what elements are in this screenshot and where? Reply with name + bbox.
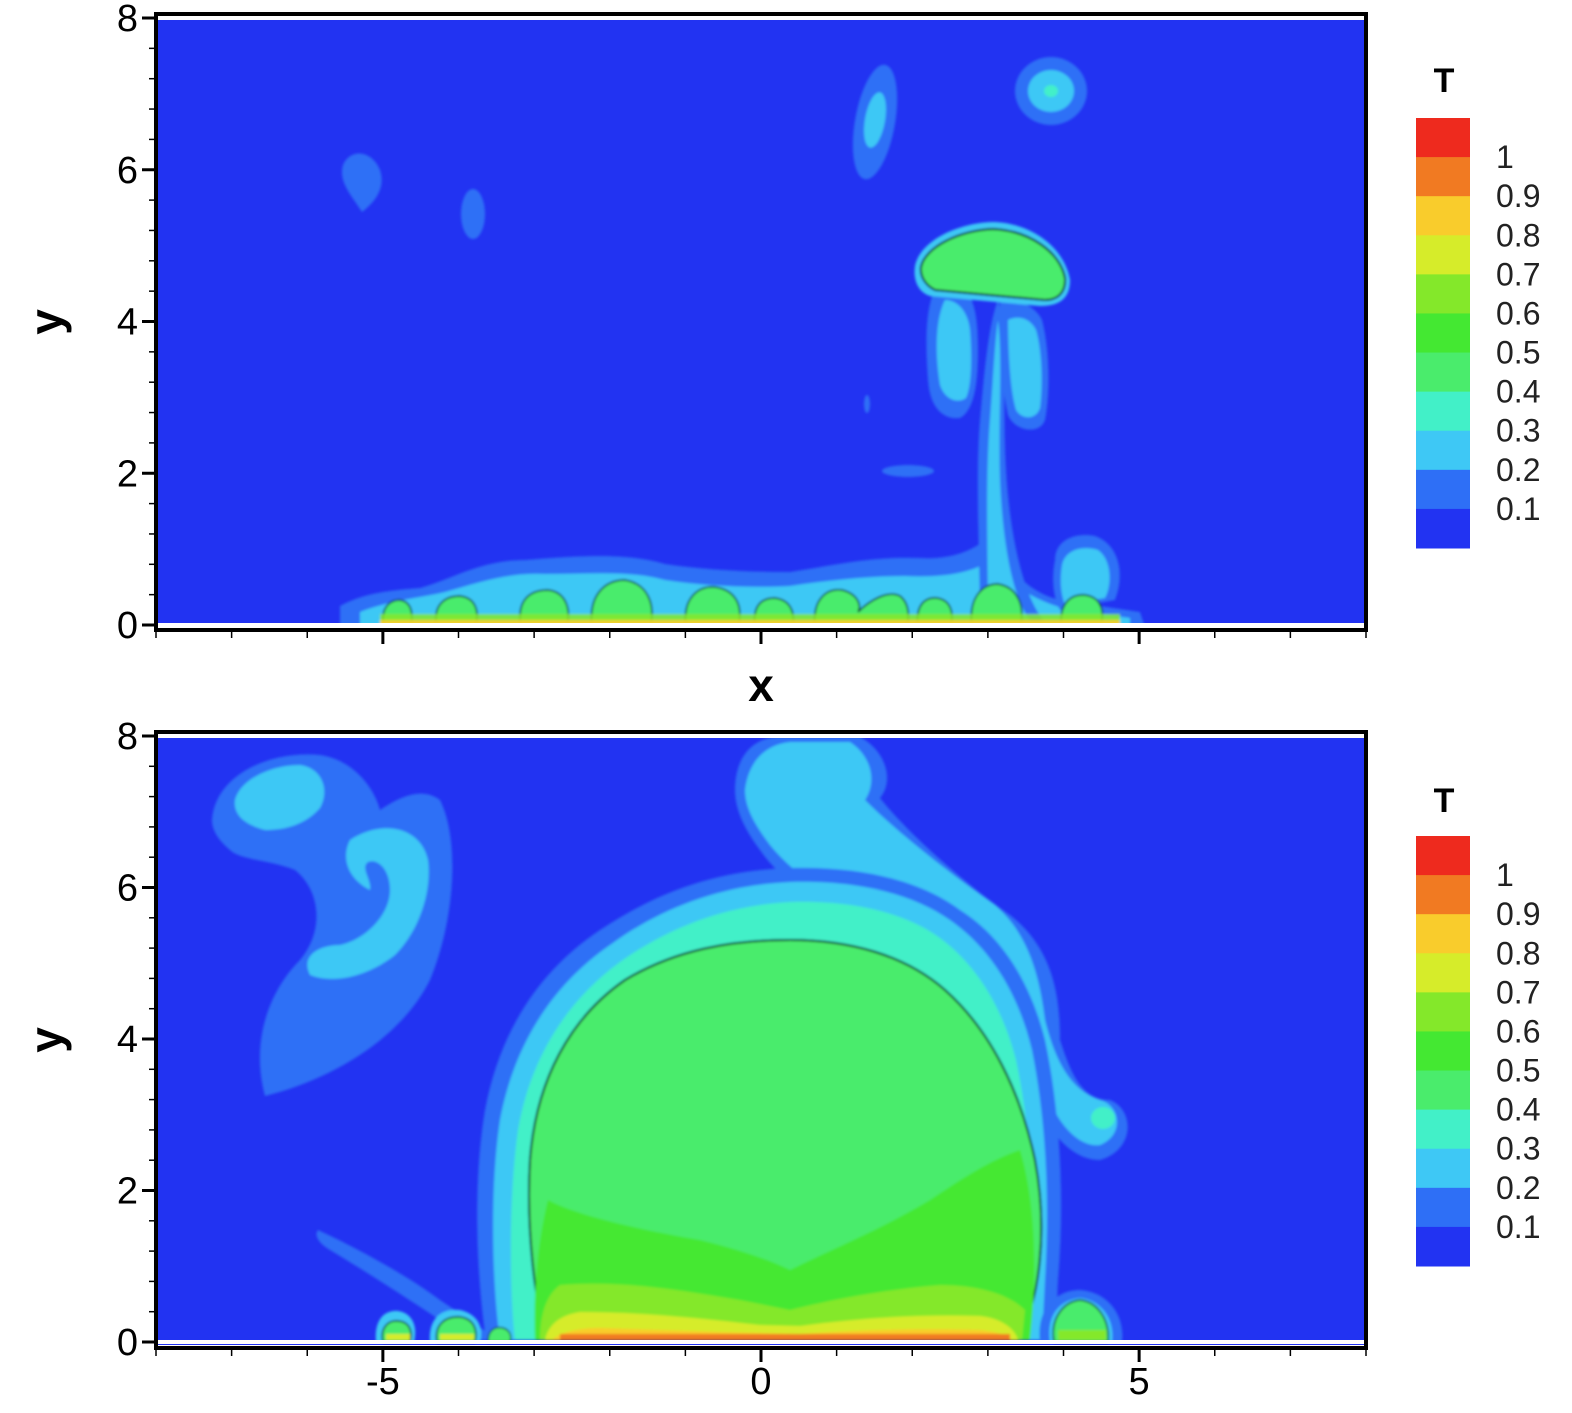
top-speck bbox=[864, 395, 870, 413]
y-tick-label: 2 bbox=[117, 1171, 138, 1213]
top-x-axis-title: x bbox=[748, 659, 774, 711]
colorbar-label: 1 bbox=[1496, 857, 1514, 893]
colorbar-label: 0.9 bbox=[1496, 896, 1540, 932]
bottom-bubble-hot-strip bbox=[560, 1334, 1010, 1340]
colorbar-band bbox=[1416, 836, 1470, 876]
x-tick-label: 0 bbox=[750, 1361, 771, 1403]
top-cap-skirt-right-inner bbox=[1008, 317, 1042, 418]
y-tick-label: 0 bbox=[117, 605, 138, 647]
colorbar-band bbox=[1416, 313, 1470, 354]
colorbar-label: 0.4 bbox=[1496, 1092, 1540, 1128]
colorbar-label: 0.1 bbox=[1496, 491, 1540, 527]
colorbar-band bbox=[1416, 1187, 1470, 1228]
bottom-panel: 0 2 4 6 8 -5 0 5 y T 0.10.20.30.40.5 0.60.70.80.9… bbox=[20, 716, 1540, 1403]
colorbar-title: T bbox=[1434, 782, 1455, 820]
colorbar-label: 0.6 bbox=[1496, 295, 1540, 331]
y-tick-label: 4 bbox=[117, 1019, 138, 1061]
colorbar-label: 0.1 bbox=[1496, 1209, 1540, 1245]
y-tick-label: 8 bbox=[117, 0, 138, 40]
y-tick-label: 6 bbox=[117, 868, 138, 910]
bottom-plume-blob bbox=[1091, 1107, 1115, 1129]
x-tick-label: -5 bbox=[366, 1361, 400, 1403]
y-tick-label: 2 bbox=[117, 453, 138, 495]
colorbar-label: 0.7 bbox=[1496, 256, 1540, 292]
colorbar-band bbox=[1416, 1031, 1470, 1072]
colorbar-label: 0.2 bbox=[1496, 452, 1540, 488]
y-tick-label: 8 bbox=[117, 716, 138, 758]
colorbar-band bbox=[1416, 235, 1470, 275]
colorbar-label: 0.5 bbox=[1496, 1053, 1540, 1089]
top-streak bbox=[882, 465, 934, 477]
colorbar-band bbox=[1416, 914, 1470, 954]
colorbar-label: 0.8 bbox=[1496, 217, 1540, 253]
top-temperature-field bbox=[340, 57, 1145, 627]
y-tick-label: 6 bbox=[117, 150, 138, 192]
colorbar-band bbox=[1416, 196, 1470, 236]
bottom-temperature-field bbox=[212, 737, 1128, 1343]
colorbar-band bbox=[1416, 157, 1470, 197]
top-cap-skirt-left-inner bbox=[936, 300, 972, 401]
colorbar-title: T bbox=[1434, 62, 1455, 100]
colorbar-band bbox=[1416, 992, 1470, 1032]
colorbar-label: 0.3 bbox=[1496, 1131, 1540, 1167]
colorbar-band bbox=[1416, 875, 1470, 915]
colorbar-band bbox=[1416, 352, 1470, 393]
top-plume-stem-inner bbox=[987, 320, 1030, 620]
top-cap-bubble bbox=[919, 227, 1067, 302]
top-blob-tilted-inner bbox=[864, 92, 886, 148]
top-axes: 0 2 4 6 8 bbox=[117, 0, 1367, 647]
y-tick-label: 4 bbox=[117, 302, 138, 344]
colorbar-label: 0.3 bbox=[1496, 413, 1540, 449]
colorbar-label: 0.7 bbox=[1496, 974, 1540, 1010]
bottom-colorbar: T 0.10.20.30.40.5 0.60.70.80.91 bbox=[1416, 782, 1540, 1267]
top-panel: 0 2 4 6 8 x y T 0.10.20.30.40.5 0.60.70.80.91 bbox=[20, 0, 1540, 711]
colorbar-band bbox=[1416, 1070, 1470, 1111]
bottom-wall-bubbles bbox=[375, 1290, 1123, 1343]
colorbar-label: 0.4 bbox=[1496, 374, 1540, 410]
colorbar-band bbox=[1416, 1226, 1470, 1267]
top-plot-background bbox=[156, 17, 1366, 627]
colorbar-band bbox=[1416, 430, 1470, 471]
colorbar-band bbox=[1416, 953, 1470, 993]
bottom-vortex-left-swirl bbox=[307, 828, 429, 979]
colorbar-band bbox=[1416, 1109, 1470, 1150]
top-blob-left-1 bbox=[341, 153, 382, 212]
bottom-vortex-left-hook bbox=[234, 765, 325, 830]
colorbar-label: 1 bbox=[1496, 139, 1514, 175]
colorbar-band bbox=[1416, 1148, 1470, 1189]
colorbar-band bbox=[1416, 469, 1470, 510]
top-colorbar: T 0.10.20.30.40.5 0.60.70.80.91 bbox=[1416, 62, 1540, 549]
top-blob-upper-right-core bbox=[1044, 85, 1058, 97]
top-blob-left-2 bbox=[461, 189, 485, 239]
colorbar-label: 0.2 bbox=[1496, 1170, 1540, 1206]
top-y-axis-title: y bbox=[20, 309, 72, 335]
colorbar-band bbox=[1416, 274, 1470, 314]
colorbar-label: 0.5 bbox=[1496, 335, 1540, 371]
colorbar-band bbox=[1416, 391, 1470, 432]
y-tick-label: 0 bbox=[117, 1322, 138, 1364]
colorbar-band bbox=[1416, 118, 1470, 158]
colorbar-band bbox=[1416, 508, 1470, 549]
colorbar-label: 0.6 bbox=[1496, 1013, 1540, 1049]
bottom-y-axis-title: y bbox=[20, 1027, 72, 1053]
bottom-axes: 0 2 4 6 8 -5 0 5 bbox=[117, 716, 1367, 1403]
top-bubble-right-inner bbox=[1060, 548, 1110, 605]
colorbar-label: 0.9 bbox=[1496, 178, 1540, 214]
colorbar-label: 0.8 bbox=[1496, 935, 1540, 971]
x-tick-label: 5 bbox=[1129, 1361, 1150, 1403]
